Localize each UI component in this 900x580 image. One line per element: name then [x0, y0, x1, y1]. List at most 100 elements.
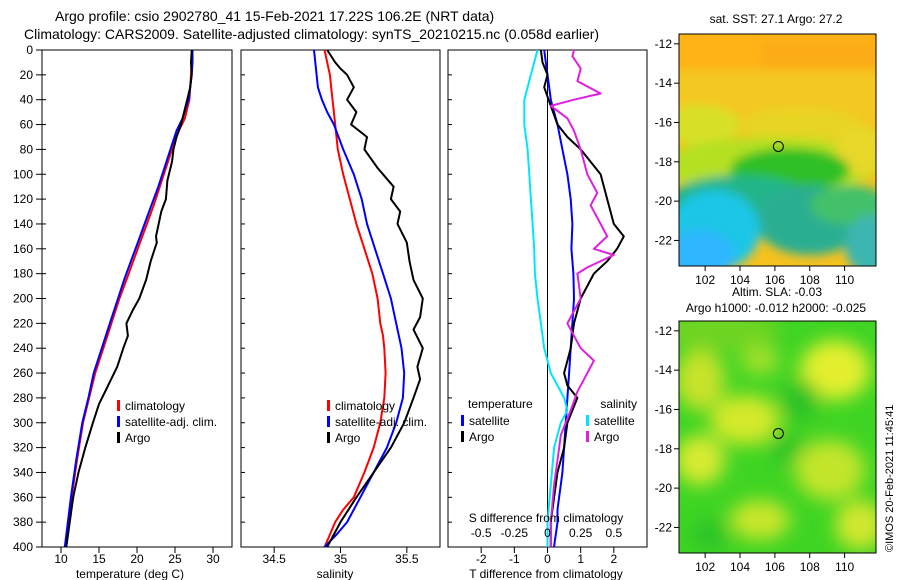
legend-s-argo-swatch — [586, 431, 589, 442]
legend-satellite-swatch — [327, 416, 330, 427]
legend-t-argo-swatch — [461, 431, 464, 442]
s-diff-tick-label: 0.25 — [569, 526, 593, 540]
lat-tick-label: -20 — [655, 194, 673, 208]
legend-s-satellite-swatch — [586, 415, 589, 426]
lat-tick-label: -12 — [655, 37, 673, 51]
x-tick-label: 1 — [577, 552, 584, 566]
lat-tick-label: -18 — [655, 442, 673, 456]
lat-tick-label: -16 — [655, 402, 673, 416]
s-diff-tick-label: -0.25 — [501, 526, 529, 540]
argo-location-marker — [772, 140, 784, 152]
series-line-argo — [65, 49, 193, 548]
difference-legend-left: temperature satellite Argo — [461, 397, 533, 444]
x-tick-label: 25 — [168, 552, 182, 566]
lat-tick-label: -22 — [655, 233, 673, 247]
s-diff-tick-label: 0 — [544, 526, 551, 540]
legend-argo-label: Argo — [125, 431, 151, 445]
sst-map-frame — [678, 33, 877, 267]
lat-tick-label: -20 — [655, 481, 673, 495]
series-line-salinity-argo — [549, 49, 615, 547]
sla-map-lat-ticks: -12 -14 -16 -18 -20 -22 — [655, 324, 679, 534]
lon-tick-label: 108 — [800, 273, 820, 287]
x-tick-label: 30 — [206, 552, 220, 566]
x-tick-label: 10 — [54, 552, 68, 566]
depth-tick-label: 60 — [20, 118, 34, 132]
depth-tick-label: 340 — [13, 465, 33, 479]
lon-tick-label: 106 — [765, 560, 785, 574]
temperature-x-ticks: 10 15 20 25 30 — [42, 49, 220, 566]
lon-tick-label: 106 — [765, 273, 785, 287]
salinity-panel-frame — [240, 49, 441, 548]
legend-salinity-title: salinity — [600, 397, 637, 411]
sla-map-panel: Altim. SLA: -0.03 Argo h1000: -0.012 h20… — [655, 285, 877, 574]
lat-tick-label: -22 — [655, 520, 673, 534]
x-tick-label: 20 — [130, 552, 144, 566]
lon-tick-label: 102 — [695, 273, 715, 287]
depth-tick-label: 380 — [13, 515, 33, 529]
legend-argo-swatch — [117, 432, 120, 443]
temperature-panel-frame — [41, 49, 233, 548]
lat-tick-label: -12 — [655, 324, 673, 338]
depth-tick-label: 200 — [13, 292, 33, 306]
legend-temperature-title: temperature — [468, 397, 533, 411]
depth-axis-ticks: 0 20 40 60 80 100 120 140 160 180 200 220 240 260 280 3… — [13, 43, 42, 554]
series-line-temperature-argo — [539, 49, 625, 547]
x-tick-label: -1 — [509, 552, 520, 566]
legend-climatology-label: climatology — [335, 399, 395, 413]
legend-climatology-swatch — [327, 400, 330, 411]
lon-tick-label: 110 — [835, 560, 854, 574]
sst-field — [679, 34, 876, 266]
legend-s-satellite-label: satellite — [594, 414, 635, 428]
temperature-x-label: temperature (deg C) — [76, 567, 184, 580]
lat-tick-label: -16 — [655, 115, 673, 129]
depth-tick-label: 300 — [13, 416, 33, 430]
sst-map-panel: sat. SST: 27.1 Argo: 27.2 -12 — [655, 12, 877, 287]
depth-tick-label: 120 — [13, 192, 33, 206]
depth-tick-label: 80 — [20, 142, 34, 156]
depth-tick-label: 40 — [20, 93, 34, 107]
depth-tick-label: 260 — [13, 366, 33, 380]
series-line-salinity-satellite — [523, 49, 569, 547]
x-tick-label: 35.5 — [395, 552, 419, 566]
legend-argo-swatch — [327, 432, 330, 443]
imos-timestamp-watermark: ©IMOS 20-Feb-2021 11:45:41 — [884, 405, 896, 552]
lon-tick-label: 108 — [800, 560, 820, 574]
sla-field — [679, 321, 876, 553]
series-line-temperature-satellite — [543, 49, 575, 548]
legend-t-argo-label: Argo — [469, 430, 495, 444]
salinity-series-group — [313, 49, 424, 548]
depth-tick-label: 180 — [13, 267, 33, 281]
x-tick-label: 34.5 — [262, 552, 286, 566]
t-difference-label: T difference from climatology — [469, 567, 623, 580]
figure-title-line-2: Climatology: CARS2009. Satellite-adjuste… — [24, 26, 599, 42]
legend-argo-label: Argo — [335, 431, 361, 445]
argo-location-marker — [772, 427, 784, 439]
temperature-series-group — [63, 49, 194, 548]
depth-tick-label: 220 — [13, 316, 33, 330]
sla-map-frame — [678, 320, 877, 554]
sst-map-lat-ticks: -12 -14 -16 -18 -20 -22 — [655, 37, 679, 247]
figure-title-line-1: Argo profile: csio 2902780_41 15-Feb-202… — [55, 8, 494, 24]
s-diff-tick-label: 0.5 — [605, 526, 622, 540]
difference-legend-right: salinity satellite Argo — [586, 397, 637, 444]
sla-map-lon-ticks: 102 104 106 108 110 — [695, 553, 855, 574]
lat-tick-label: -14 — [655, 76, 673, 90]
legend-s-argo-label: Argo — [594, 430, 620, 444]
x-tick-label: 2 — [610, 552, 617, 566]
depth-tick-label: 240 — [13, 341, 33, 355]
legend-satellite-label: satellite-adj. clim. — [335, 415, 427, 429]
sst-map-lon-ticks: 102 104 106 108 110 — [695, 266, 855, 287]
x-tick-label: 35 — [334, 552, 348, 566]
x-tick-label: 15 — [92, 552, 106, 566]
difference-x-ticks: -2 -1 0 1 2 — [448, 49, 617, 566]
legend-climatology-swatch — [117, 400, 120, 411]
legend-climatology-label: climatology — [125, 399, 185, 413]
salinity-x-ticks: 34.5 35 35.5 — [241, 49, 419, 566]
series-line-climatology — [323, 49, 387, 548]
temperature-panel: 10 15 20 25 30 0 20 40 60 80 100 120 140 160 180 200 22… — [13, 43, 233, 580]
lon-tick-label: 110 — [835, 273, 854, 287]
depth-tick-label: 280 — [13, 391, 33, 405]
x-tick-label: -2 — [476, 552, 487, 566]
lat-tick-label: -14 — [655, 363, 673, 377]
